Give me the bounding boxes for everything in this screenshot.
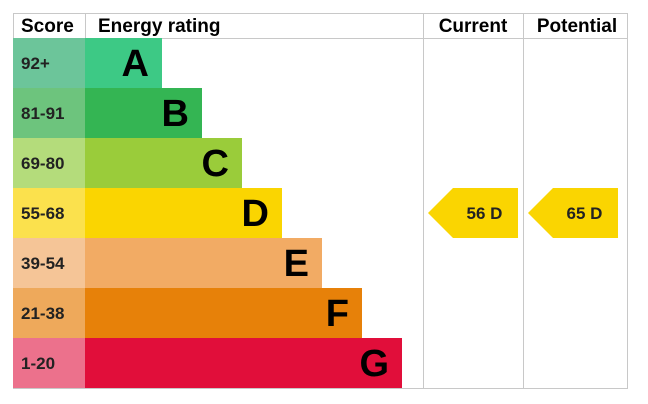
score-cell-c — [13, 138, 85, 188]
band-bar-a — [85, 38, 162, 88]
band-bar-d — [85, 188, 282, 238]
band-bar-b — [85, 88, 202, 138]
score-cell-d — [13, 188, 85, 238]
score-label-e: 39-54 — [21, 254, 65, 273]
score-label-f: 21-38 — [21, 304, 64, 323]
band-letter-c: C — [202, 143, 229, 185]
header-energy-rating: Energy rating — [98, 16, 220, 37]
score-label-g: 1-20 — [21, 354, 55, 373]
score-cell-b — [13, 88, 85, 138]
score-cell-f — [13, 288, 85, 338]
score-label-b: 81-91 — [21, 104, 64, 123]
header-score: Score — [21, 16, 74, 37]
score-label-c: 69-80 — [21, 154, 64, 173]
header-potential: Potential — [537, 16, 617, 37]
band-letter-g: G — [359, 343, 389, 385]
band-letter-d: D — [242, 193, 269, 235]
potential-arrow — [528, 188, 618, 238]
score-label-a: 92+ — [21, 54, 50, 73]
rating-bands: 92+ A 81-91 B 69-80 C 55-68 D 39-54 E 21-38 F 1-20 G — [13, 38, 402, 388]
band-bar-c — [85, 138, 242, 188]
rating-arrows: 56 D 65 D — [428, 188, 618, 238]
potential-arrow-label: 65 D — [567, 204, 603, 223]
band-letter-e: E — [284, 243, 309, 285]
band-bar-g — [85, 338, 402, 388]
current-arrow — [428, 188, 518, 238]
band-letter-b: B — [162, 93, 189, 135]
band-letter-f: F — [326, 293, 349, 335]
header-current: Current — [439, 16, 508, 37]
current-arrow-label: 56 D — [467, 204, 503, 223]
score-label-d: 55-68 — [21, 204, 64, 223]
band-bar-e — [85, 238, 322, 288]
score-cell-e — [13, 238, 85, 288]
band-bar-f — [85, 288, 362, 338]
score-cell-a — [13, 38, 85, 88]
score-cell-g — [13, 338, 85, 388]
band-letter-a: A — [122, 43, 149, 85]
